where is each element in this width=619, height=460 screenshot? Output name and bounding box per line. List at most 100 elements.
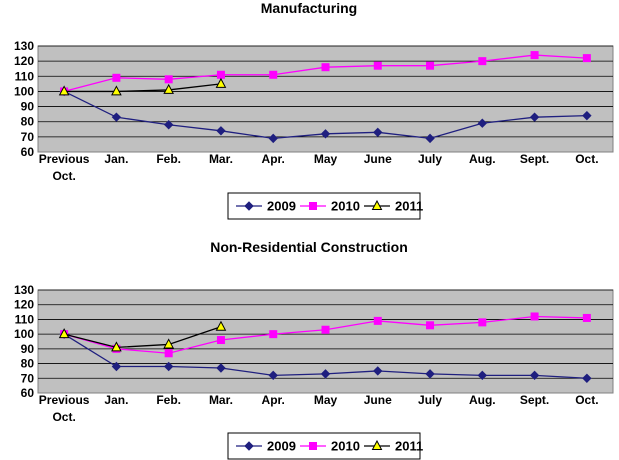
legend-label: 2010: [331, 199, 360, 214]
legend: 2009 2010 2011: [227, 432, 423, 460]
x-tick-label: Jan.: [104, 393, 128, 407]
data-point-2011-feb: [163, 338, 175, 349]
legend-marker: [309, 442, 317, 450]
data-point-2010-may: [321, 325, 330, 334]
data-point-2010-aug: [478, 57, 487, 66]
data-point-2009-june: [373, 366, 383, 376]
data-point-2009-aug: [477, 370, 488, 381]
data-point-2009-mar: [216, 126, 226, 136]
y-tick-label: 90: [21, 100, 35, 114]
data-point-2009-feb: [163, 361, 174, 372]
data-point-2010-oct: [582, 313, 591, 322]
y-tick-label: 60: [21, 386, 35, 400]
data-point-2010-sept: [530, 312, 539, 321]
legend-label: 2009: [267, 199, 296, 214]
data-point-2011-feb: [163, 83, 175, 94]
data-point-2011-jan: [111, 341, 122, 352]
data-point-2009-oct: [582, 110, 592, 121]
legend-item-2011: 2011: [364, 439, 423, 454]
data-point-2010-may: [321, 63, 330, 72]
chart-title: Manufacturing: [261, 0, 357, 16]
data-point-2009-sept: [529, 112, 540, 122]
data-point-2010-sept: [530, 51, 539, 60]
legend-marker: [244, 201, 254, 211]
data-point-2009-sept: [529, 370, 540, 381]
data-point-2009-jan: [111, 112, 122, 122]
y-tick-label: 110: [15, 312, 35, 326]
y-tick-label: 60: [21, 145, 35, 159]
y-tick-label: 80: [21, 115, 35, 129]
series-group: [58, 51, 592, 144]
data-point-2011-mar: [215, 77, 227, 88]
y-tick-label: 130: [14, 39, 34, 53]
data-point-2010-feb: [164, 349, 173, 358]
x-tick-label: Jan.: [104, 152, 128, 166]
legend-marker: [371, 199, 383, 210]
series-line-2011: [64, 83, 222, 93]
y-tick-label: 120: [14, 298, 34, 312]
x-tick-label: Aug.: [469, 152, 496, 166]
data-point-2009-aug: [477, 118, 488, 128]
legend-label: 2011: [395, 439, 423, 454]
x-tick-label: May: [314, 393, 338, 407]
data-point-2010-oct: [582, 54, 591, 63]
gridlines: [38, 45, 613, 138]
data-point-2010-july: [426, 321, 435, 330]
x-tick-label: Mar.: [209, 393, 233, 407]
data-point-2009-june: [373, 127, 383, 138]
x-tick-label: June: [364, 152, 392, 166]
x-tick-label: Mar.: [209, 152, 233, 166]
legend-item-2011: 2011: [364, 199, 423, 214]
legend-item-2009: 2009: [236, 199, 296, 214]
data-point-2010-mar: [216, 70, 225, 79]
series-line-2011: [63, 326, 222, 349]
data-point-2011-previous-oct: [58, 85, 70, 96]
y-tick-label: 80: [21, 357, 35, 371]
series-group: [58, 312, 592, 383]
data-point-2010-mar: [216, 336, 225, 345]
data-point-2009-may: [320, 369, 331, 379]
data-point-2009-oct: [582, 373, 592, 383]
x-tick-label: Apr.: [262, 152, 285, 166]
data-point-2010-apr: [269, 70, 278, 79]
data-point-2010-june: [373, 61, 382, 70]
y-tick-label: 130: [14, 283, 34, 297]
legend-marker: [244, 441, 254, 451]
legend-item-2009: 2009: [236, 439, 296, 454]
x-tick-label: Oct.: [575, 152, 598, 166]
legend-marker: [371, 439, 383, 450]
data-point-2010-jan: [112, 73, 121, 82]
chart-title: Non-Residential Construction: [210, 239, 408, 255]
data-point-2011-previous-oct: [58, 328, 70, 339]
data-point-2009-mar: [216, 363, 226, 373]
y-tick-label: 100: [14, 327, 34, 341]
x-tick-label: Apr.: [262, 393, 285, 407]
data-point-2010-june: [373, 316, 382, 325]
data-point-2009-apr: [268, 370, 278, 381]
y-tick-label: 110: [15, 69, 35, 83]
data-point-2009-feb: [163, 120, 174, 130]
series-2011: [58, 320, 227, 352]
data-point-2009-july: [425, 369, 435, 379]
data-point-2009-jan: [111, 361, 122, 372]
data-point-2010-apr: [269, 330, 278, 339]
non-residential-construction-chart: Non-Residential Construction 60708090100…: [14, 239, 614, 460]
x-tick-label: Sept.: [520, 393, 549, 407]
legend-marker: [309, 202, 317, 210]
y-tick-label: 70: [21, 371, 35, 385]
x-tick-label: Feb.: [156, 393, 181, 407]
series-2011: [58, 77, 227, 96]
legend-item-2010: 2010: [300, 199, 360, 214]
x-tick-label: July: [418, 152, 442, 166]
data-point-2011-jan: [111, 85, 122, 96]
series-2010: [60, 51, 591, 96]
data-point-2010-july: [426, 61, 435, 70]
x-tick-label: June: [364, 393, 392, 407]
data-point-2009-july: [425, 133, 435, 144]
legend: 2009 2010 2011: [227, 192, 423, 220]
x-tick-label: Feb.: [156, 152, 181, 166]
